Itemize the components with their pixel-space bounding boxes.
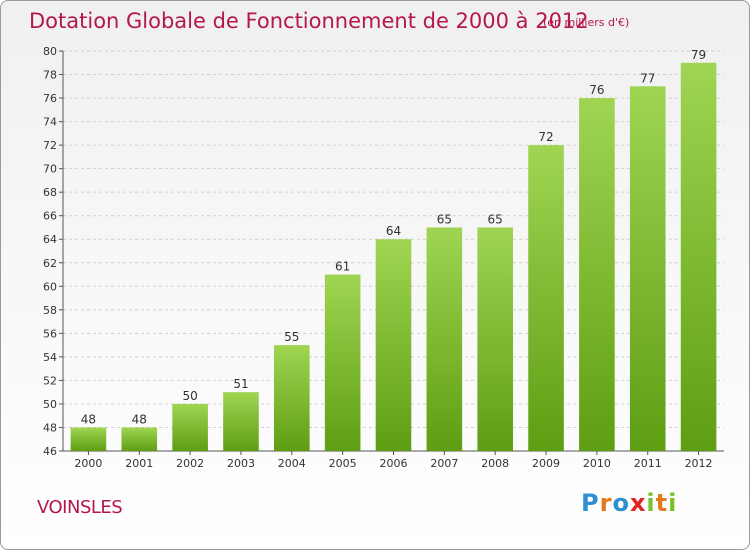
y-tick-label: 76	[43, 92, 57, 105]
data-label-2007: 65	[437, 212, 452, 226]
data-label-2000: 48	[81, 412, 96, 426]
bar-2009	[528, 145, 564, 451]
y-tick-label: 72	[43, 139, 57, 152]
bar-2002	[172, 403, 208, 451]
commune-name: VOINSLES	[37, 497, 123, 518]
bar-2011	[629, 86, 666, 451]
bar-2006	[375, 239, 412, 451]
x-tick-label-2008: 2008	[481, 457, 509, 470]
y-tick-label: 48	[43, 421, 57, 434]
x-tick-label-2011: 2011	[634, 457, 662, 470]
bar-2010	[579, 98, 615, 451]
data-label-2003: 51	[233, 377, 248, 391]
labels: 2000 48 2001 48 2002 50 2003 51 2004 55 2005 61 2006…	[74, 48, 712, 470]
data-label-2009: 72	[538, 130, 553, 144]
x-tick-label-2010: 2010	[583, 457, 611, 470]
y-tick-label: 46	[43, 445, 57, 458]
data-label-2001: 48	[132, 412, 147, 426]
x-tick-label-2001: 2001	[125, 457, 153, 470]
x-tick-label-2009: 2009	[532, 457, 560, 470]
y-tick-label: 66	[43, 210, 57, 223]
x-tick-label-2005: 2005	[329, 457, 357, 470]
y-tick-label: 80	[43, 45, 57, 58]
data-label-2005: 61	[335, 260, 350, 274]
y-tick-label: 56	[43, 327, 57, 340]
y-tick-label: 50	[43, 398, 57, 411]
bar-2005	[324, 274, 361, 451]
bar-2012	[680, 62, 717, 451]
data-label-2008: 65	[488, 212, 503, 226]
x-tick-label-2002: 2002	[176, 457, 204, 470]
chart-subtitle: (en milliers d'€)	[543, 16, 630, 29]
data-label-2011: 77	[640, 71, 655, 85]
y-tick-label: 68	[43, 186, 57, 199]
data-label-2006: 64	[386, 224, 401, 238]
bar-2008	[477, 227, 513, 451]
x-tick-label-2012: 2012	[685, 457, 713, 470]
chart-title: Dotation Globale de Fonctionnement de 20…	[29, 9, 589, 33]
y-tick-label: 74	[43, 116, 57, 129]
data-label-2002: 50	[182, 389, 197, 403]
bar-2001	[121, 427, 158, 451]
y-tick-label: 78	[43, 69, 57, 82]
bars	[70, 62, 717, 451]
x-tick-label-2007: 2007	[430, 457, 458, 470]
y-tick-label: 64	[43, 233, 57, 246]
y-tick-label: 54	[43, 351, 57, 364]
y-tick-label: 62	[43, 257, 57, 270]
data-label-2010: 76	[589, 83, 604, 97]
x-tick-label-2003: 2003	[227, 457, 255, 470]
y-tick-label: 70	[43, 163, 57, 176]
bar-2007	[426, 227, 463, 451]
proxiti-logo: Proxiti	[581, 489, 678, 517]
data-label-2012: 79	[691, 48, 706, 62]
y-tick-label: 60	[43, 280, 57, 293]
data-label-2004: 55	[284, 330, 299, 344]
bar-2003	[223, 392, 259, 451]
x-tick-label-2000: 2000	[74, 457, 102, 470]
bar-2004	[274, 345, 310, 451]
bar-2000	[70, 427, 107, 451]
y-tick-label: 58	[43, 304, 57, 317]
x-tick-label-2004: 2004	[278, 457, 306, 470]
y-tick-label: 52	[43, 374, 57, 387]
x-tick-label-2006: 2006	[380, 457, 408, 470]
